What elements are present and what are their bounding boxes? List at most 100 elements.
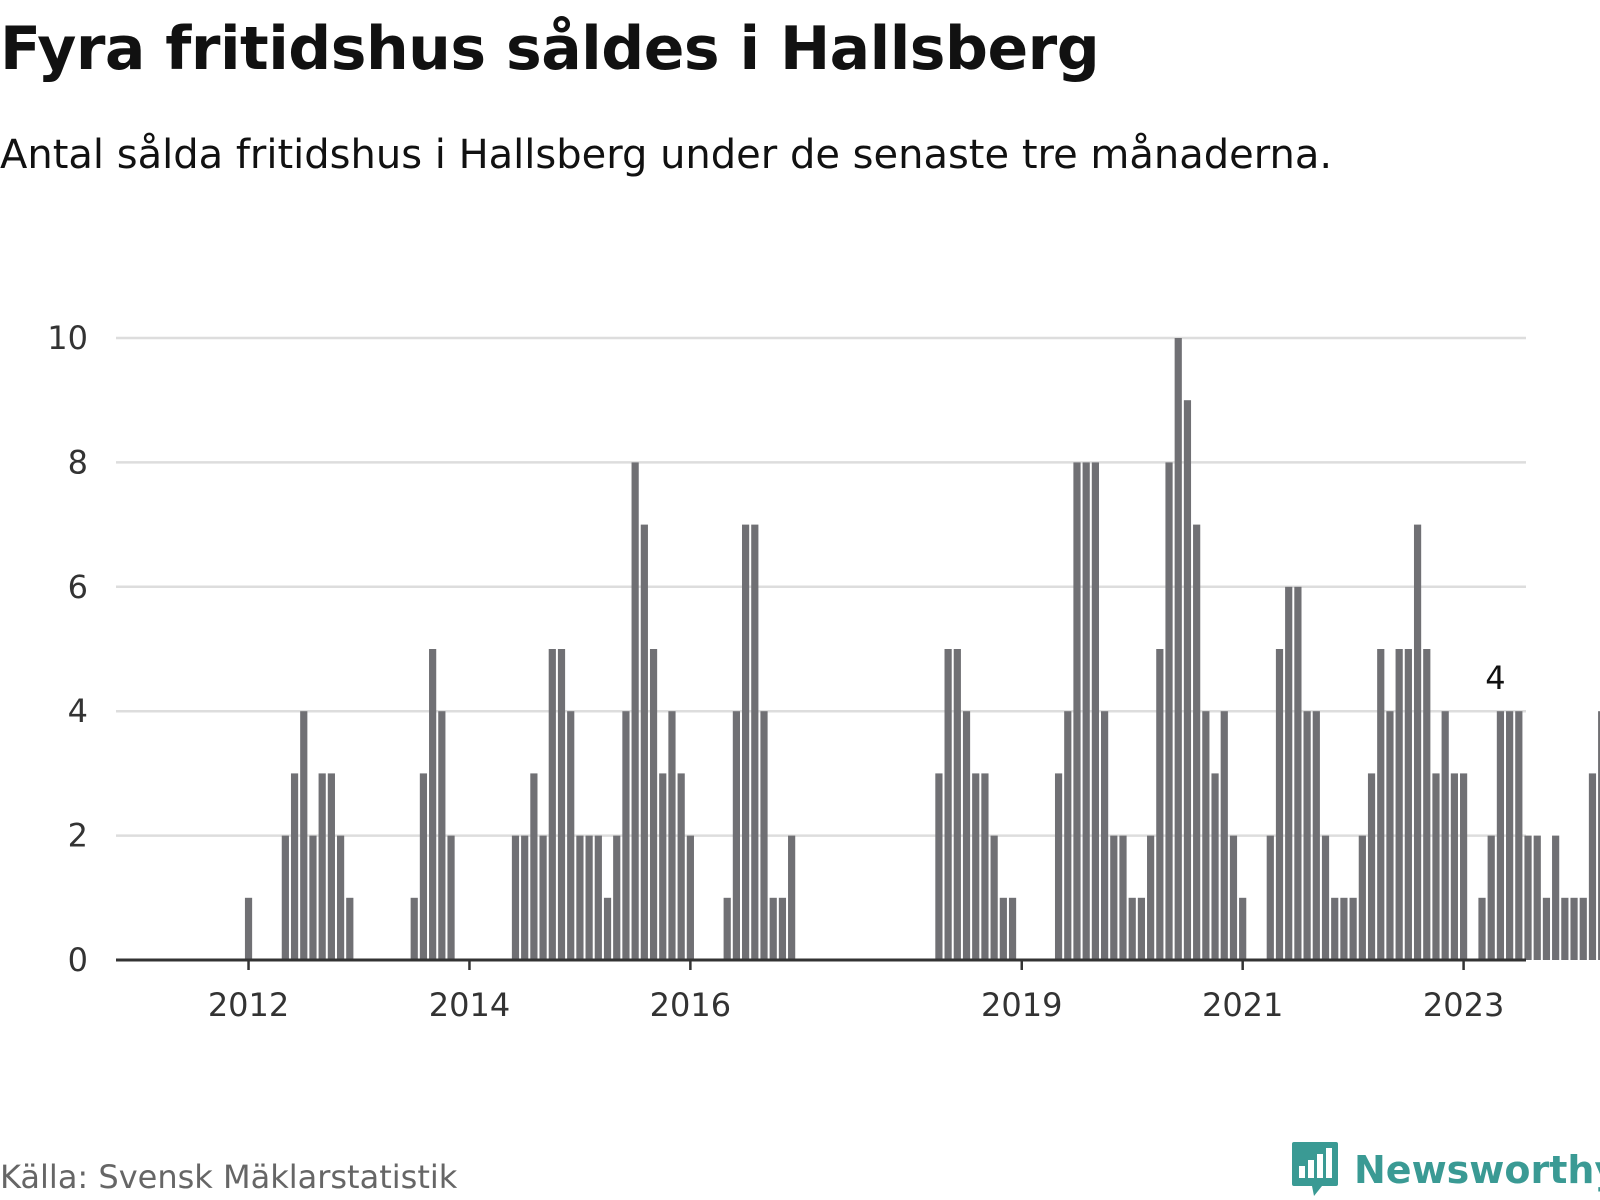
bar: [1285, 586, 1293, 960]
y-tick-label: 6: [68, 568, 88, 606]
bar: [1561, 897, 1569, 960]
x-axis-ticks: 2012 2014 2016 2019 2021 2023: [208, 960, 1504, 1024]
bar: [594, 835, 602, 960]
bar: [1377, 649, 1385, 960]
bar: [1147, 835, 1155, 960]
bar: [1450, 773, 1458, 960]
bar: [346, 897, 354, 960]
bar: [309, 835, 317, 960]
bar: [613, 835, 621, 960]
bar: [1395, 649, 1403, 960]
bar: [585, 835, 593, 960]
chart-subtitle: Antal sålda fritidshus i Hallsberg under…: [0, 132, 1333, 178]
bar: [686, 835, 694, 960]
x-tick-label: 2012: [208, 986, 289, 1024]
bar: [244, 897, 253, 960]
bar: [419, 773, 428, 960]
bar: [557, 649, 566, 960]
bar: [1110, 835, 1118, 960]
bar: [972, 773, 980, 960]
x-tick-label: 2016: [650, 986, 731, 1024]
bar: [521, 835, 529, 960]
bar: [742, 524, 750, 960]
bar: [769, 897, 777, 960]
bar: [1128, 897, 1136, 960]
bar: [1367, 773, 1376, 960]
bar: [1211, 773, 1219, 960]
bar: [603, 897, 612, 960]
bar: [760, 711, 768, 960]
bar: [1432, 773, 1440, 960]
bar: [751, 524, 759, 960]
bar: [1054, 773, 1063, 960]
brand-logo: Newsworthy: [1290, 1140, 1600, 1200]
bar: [539, 835, 547, 960]
bar-chart: 0 2 4 6 8 10 2012 2014 2016 2019 2021 2023 4: [47, 319, 1600, 1024]
bar: [935, 773, 943, 960]
bar: [1441, 711, 1449, 960]
bar: [1101, 711, 1109, 960]
bar: [1506, 711, 1514, 960]
bar: [1193, 524, 1201, 960]
bar: [318, 773, 326, 960]
bar: [1413, 524, 1422, 960]
x-tick-label: 2023: [1423, 986, 1504, 1024]
bar: [1533, 835, 1541, 960]
brand-name: Newsworthy: [1354, 1148, 1600, 1192]
bars: [244, 338, 1600, 960]
bar: [300, 711, 308, 960]
bar: [788, 835, 796, 960]
bar: [1459, 773, 1468, 960]
bar: [990, 835, 998, 960]
annotations: 4: [1485, 659, 1505, 697]
bar: [1174, 338, 1182, 960]
bar: [567, 711, 575, 960]
bar: [953, 649, 961, 960]
bar: [999, 897, 1007, 960]
bar: [1266, 835, 1274, 960]
bar-chart-speech-bubble-icon: [1292, 1142, 1338, 1196]
bar: [1588, 773, 1597, 960]
bar: [530, 773, 538, 960]
bar: [1340, 897, 1348, 960]
x-tick-label: 2014: [429, 986, 510, 1024]
y-tick-label: 4: [68, 692, 88, 730]
bar: [1082, 462, 1090, 960]
bar: [1202, 711, 1210, 960]
chart-title: Fyra fritidshus såldes i Hallsberg: [0, 14, 1100, 84]
y-tick-label: 10: [47, 319, 88, 357]
bar: [327, 773, 335, 960]
bar: [1073, 462, 1081, 960]
bar: [290, 773, 299, 960]
bar: [962, 711, 971, 960]
bar: [1321, 835, 1330, 960]
bar: [659, 773, 667, 960]
bar: [1487, 835, 1495, 960]
bar: [336, 835, 345, 960]
bar: [1183, 400, 1192, 960]
bar: [640, 524, 648, 960]
bar: [1423, 649, 1431, 960]
bar: [1275, 649, 1284, 960]
bar: [1404, 649, 1412, 960]
bar: [1542, 897, 1551, 960]
bar: [438, 711, 446, 960]
bar: [668, 711, 676, 960]
bar: [548, 649, 556, 960]
bar: [1312, 711, 1320, 960]
bar: [576, 835, 584, 960]
y-tick-label: 2: [68, 817, 88, 855]
bar: [1303, 711, 1311, 960]
value-annotation: 4: [1485, 659, 1505, 697]
bar: [1220, 711, 1228, 960]
bar: [410, 897, 418, 960]
bar: [447, 835, 455, 960]
y-tick-label: 8: [68, 443, 88, 481]
y-axis-ticks: 0 2 4 6 8 10: [47, 319, 88, 979]
bar: [1349, 897, 1357, 960]
bar: [732, 711, 740, 960]
bar: [1496, 711, 1505, 960]
bar: [649, 649, 658, 960]
x-tick-label: 2021: [1202, 986, 1283, 1024]
source-note: Källa: Svensk Mäklarstatistik: [0, 1158, 458, 1196]
